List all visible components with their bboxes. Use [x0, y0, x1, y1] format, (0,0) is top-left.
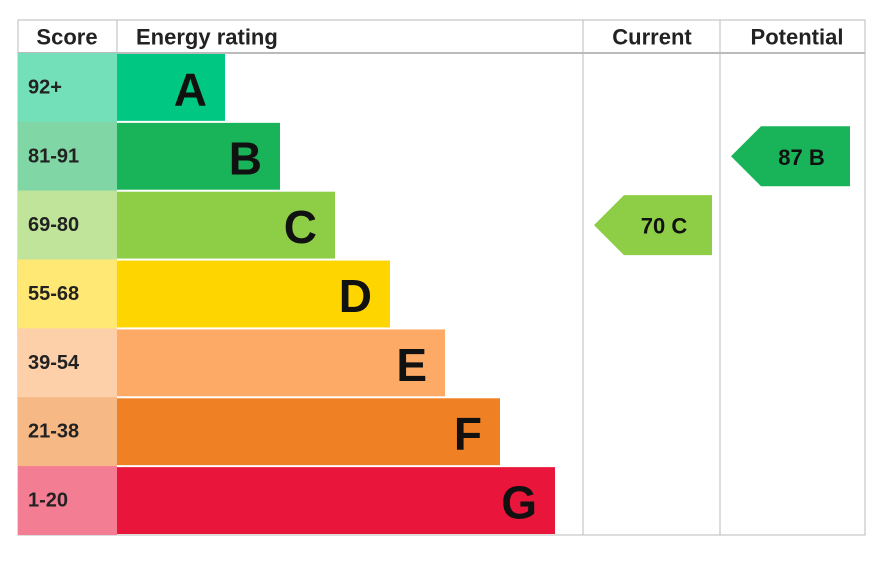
score-label: 55-68 [28, 283, 79, 305]
rating-bar [117, 260, 390, 328]
rating-bar [117, 54, 225, 121]
rating-letter: F [454, 408, 482, 460]
rating-letter: C [284, 201, 317, 253]
score-label: 92+ [28, 76, 62, 98]
header-score: Score [36, 25, 97, 50]
rating-letter: A [174, 63, 207, 115]
rating-bar [117, 329, 445, 397]
score-label: 39-54 [28, 352, 80, 374]
rating-bar [117, 398, 500, 466]
header-current: Current [612, 25, 692, 50]
rating-bar [117, 122, 280, 190]
score-cell [18, 328, 117, 398]
score-tint [18, 466, 117, 535]
current-label: 70 C [641, 214, 688, 239]
score-label: 81-91 [28, 145, 79, 167]
score-label: 21-38 [28, 421, 79, 443]
score-cell [18, 466, 117, 535]
score-tint [18, 259, 117, 329]
potential-label: 87 B [778, 145, 824, 170]
potential-arrow [731, 126, 850, 187]
rating-bar [117, 191, 335, 259]
score-tint [18, 190, 117, 260]
rating-letter: G [501, 477, 537, 529]
rating-letter: B [229, 132, 262, 184]
rating-letter: D [339, 270, 372, 322]
score-tint [18, 53, 117, 122]
header-rating: Energy rating [136, 25, 278, 50]
score-label: 69-80 [28, 214, 79, 236]
rating-letter: E [396, 339, 427, 391]
score-cell [18, 397, 117, 467]
score-tint [18, 328, 117, 398]
score-cell [18, 53, 117, 122]
score-cell [18, 190, 117, 260]
score-label: 1-20 [28, 490, 68, 512]
score-tint [18, 121, 117, 191]
header-potential: Potential [751, 25, 844, 50]
score-cell [18, 121, 117, 191]
current-arrow [594, 195, 712, 256]
score-tint [18, 397, 117, 467]
score-cell [18, 259, 117, 329]
rating-bar [117, 467, 555, 534]
